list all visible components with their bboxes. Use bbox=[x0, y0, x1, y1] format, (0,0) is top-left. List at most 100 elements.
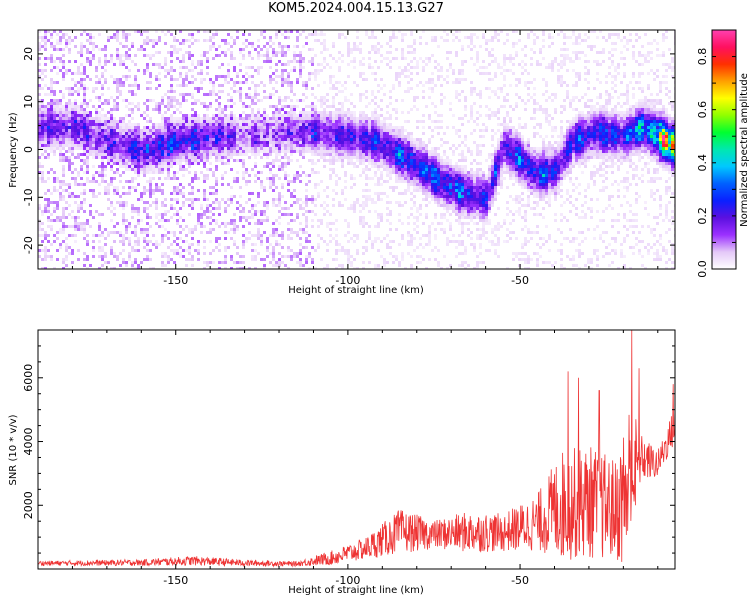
heatmap-cell bbox=[137, 159, 140, 162]
heatmap-cell bbox=[419, 207, 422, 210]
heatmap-cell bbox=[98, 117, 101, 120]
heatmap-cell bbox=[389, 240, 392, 243]
heatmap-cell bbox=[68, 168, 71, 171]
heatmap-cell bbox=[92, 132, 95, 135]
heatmap-cell bbox=[263, 147, 266, 150]
heatmap-cell bbox=[287, 183, 290, 186]
heatmap-cell bbox=[269, 186, 272, 189]
heatmap-cell bbox=[359, 123, 362, 126]
heatmap-cell bbox=[149, 240, 152, 243]
heatmap-cell bbox=[146, 36, 149, 39]
heatmap-cell bbox=[83, 93, 86, 96]
heatmap-cell bbox=[311, 162, 314, 165]
heatmap-cell bbox=[71, 93, 74, 96]
heatmap-cell bbox=[98, 213, 101, 216]
heatmap-cell bbox=[191, 147, 194, 150]
heatmap-cell bbox=[89, 123, 92, 126]
heatmap-cell bbox=[317, 117, 320, 120]
heatmap-cell bbox=[308, 240, 311, 243]
heatmap-cell bbox=[179, 246, 182, 249]
heatmap-cell bbox=[83, 90, 86, 93]
heatmap-cell bbox=[152, 159, 155, 162]
heatmap-cell bbox=[392, 240, 395, 243]
heatmap-cell bbox=[242, 120, 245, 123]
heatmap-cell bbox=[146, 138, 149, 141]
heatmap-cell bbox=[176, 249, 179, 252]
heatmap-cell bbox=[206, 132, 209, 135]
heatmap-cell bbox=[194, 39, 197, 42]
heatmap-cell bbox=[56, 177, 59, 180]
heatmap-cell bbox=[407, 111, 410, 114]
heatmap-cell bbox=[173, 186, 176, 189]
heatmap-cell bbox=[344, 138, 347, 141]
heatmap-cell bbox=[161, 162, 164, 165]
heatmap-cell bbox=[221, 120, 224, 123]
heatmap-cell bbox=[176, 78, 179, 81]
heatmap-cell bbox=[143, 186, 146, 189]
heatmap-cell bbox=[167, 105, 170, 108]
heatmap-cell bbox=[107, 123, 110, 126]
heatmap-cell bbox=[263, 36, 266, 39]
heatmap-cell bbox=[116, 153, 119, 156]
heatmap-cell bbox=[194, 87, 197, 90]
heatmap-cell bbox=[242, 225, 245, 228]
heatmap-cell bbox=[407, 243, 410, 246]
heatmap-cell bbox=[158, 126, 161, 129]
heatmap-cell bbox=[68, 150, 71, 153]
heatmap-cell bbox=[383, 261, 386, 264]
heatmap-cell bbox=[131, 138, 134, 141]
heatmap-cell bbox=[149, 183, 152, 186]
heatmap-cell bbox=[122, 45, 125, 48]
heatmap-cell bbox=[248, 198, 251, 201]
heatmap-cell bbox=[74, 135, 77, 138]
heatmap-cell bbox=[146, 108, 149, 111]
heatmap-cell bbox=[149, 204, 152, 207]
heatmap-cell bbox=[143, 189, 146, 192]
heatmap-cell bbox=[50, 150, 53, 153]
heatmap-cell bbox=[239, 63, 242, 66]
heatmap-cell bbox=[278, 150, 281, 153]
heatmap-cell bbox=[107, 153, 110, 156]
heatmap-cell bbox=[83, 111, 86, 114]
heatmap-cell bbox=[167, 147, 170, 150]
heatmap-cell bbox=[272, 129, 275, 132]
heatmap-cell bbox=[329, 141, 332, 144]
heatmap-cell bbox=[413, 189, 416, 192]
heatmap-cell bbox=[434, 198, 437, 201]
heatmap-cell bbox=[410, 30, 413, 33]
heatmap-cell bbox=[341, 162, 344, 165]
heatmap-cell bbox=[428, 183, 431, 186]
heatmap-cell bbox=[185, 132, 188, 135]
heatmap-cell bbox=[242, 210, 245, 213]
heatmap-cell bbox=[167, 153, 170, 156]
heatmap-cell bbox=[77, 141, 80, 144]
heatmap-cell bbox=[44, 234, 47, 237]
heatmap-cell bbox=[380, 162, 383, 165]
heatmap-cell bbox=[308, 33, 311, 36]
heatmap-cell bbox=[377, 42, 380, 45]
heatmap-cell bbox=[386, 123, 389, 126]
heatmap-cell bbox=[176, 102, 179, 105]
heatmap-cell bbox=[317, 219, 320, 222]
heatmap-cell bbox=[227, 33, 230, 36]
heatmap-cell bbox=[224, 150, 227, 153]
heatmap-cell bbox=[431, 222, 434, 225]
heatmap-cell bbox=[257, 228, 260, 231]
heatmap-cell bbox=[416, 183, 419, 186]
heatmap-cell bbox=[413, 237, 416, 240]
heatmap-cell bbox=[254, 204, 257, 207]
heatmap-cell bbox=[98, 63, 101, 66]
heatmap-cell bbox=[179, 165, 182, 168]
heatmap-cell bbox=[239, 255, 242, 258]
heatmap-cell bbox=[74, 72, 77, 75]
heatmap-cell bbox=[56, 102, 59, 105]
heatmap-cell bbox=[305, 198, 308, 201]
heatmap-cell bbox=[314, 33, 317, 36]
heatmap-cell bbox=[428, 78, 431, 81]
heatmap-cell bbox=[434, 111, 437, 114]
heatmap-cell bbox=[311, 33, 314, 36]
heatmap-cell bbox=[104, 174, 107, 177]
heatmap-cell bbox=[173, 132, 176, 135]
heatmap-cell bbox=[176, 156, 179, 159]
heatmap-cell bbox=[56, 99, 59, 102]
